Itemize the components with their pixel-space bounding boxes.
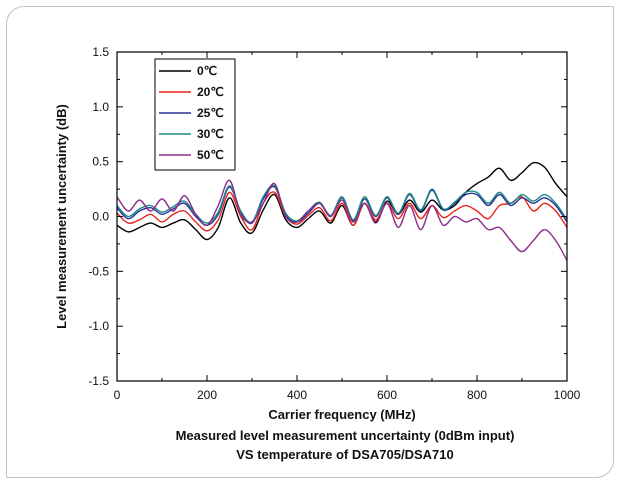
- x-tick-label: 600: [377, 388, 397, 402]
- series-line-1: [116, 191, 568, 232]
- axis-ticks: [116, 51, 568, 382]
- caption-line-2: VS temperature of DSA705/DSA710: [236, 447, 453, 462]
- x-tick-label: 1000: [554, 388, 581, 402]
- legend-label-1: 20℃: [197, 85, 224, 99]
- series-line-2: [116, 185, 568, 226]
- y-tick-label: 1.0: [92, 100, 109, 114]
- x-tick-label: 800: [467, 388, 487, 402]
- y-axis-title: Level measurement uncertainty (dB): [54, 104, 69, 329]
- y-tick-label: 0.5: [92, 155, 109, 169]
- y-tick-label: -1.0: [88, 319, 109, 333]
- caption-line-1: Measured level measurement uncertainty (…: [176, 428, 515, 443]
- y-tick-label: -1.5: [88, 374, 109, 388]
- series-line-4: [116, 179, 568, 261]
- plot-lines: [116, 161, 568, 261]
- legend-label-2: 25℃: [197, 106, 224, 120]
- x-tick-label: 0: [114, 388, 121, 402]
- legend-box: [154, 58, 236, 171]
- legend: 0℃ 20℃ 25℃ 30℃ 50℃: [154, 58, 236, 171]
- series-line-3: [116, 184, 568, 224]
- y-tick-label: 1.5: [92, 45, 109, 59]
- x-axis-title: Carrier frequency (MHz): [268, 407, 415, 422]
- y-tick-label: 0.0: [92, 210, 109, 224]
- legend-label-4: 50℃: [197, 148, 224, 162]
- series-line-0: [116, 161, 568, 241]
- x-tick-label: 200: [197, 388, 217, 402]
- legend-label-3: 30℃: [197, 127, 224, 141]
- y-tick-label: -0.5: [88, 264, 109, 278]
- axis-tick-labels: 0 200 400 600 800 1000 -1.5 -1.0 -0.5 0.0 0.5 1.0 1.…: [88, 45, 580, 402]
- legend-label-0: 0℃: [197, 64, 217, 78]
- x-tick-label: 400: [287, 388, 307, 402]
